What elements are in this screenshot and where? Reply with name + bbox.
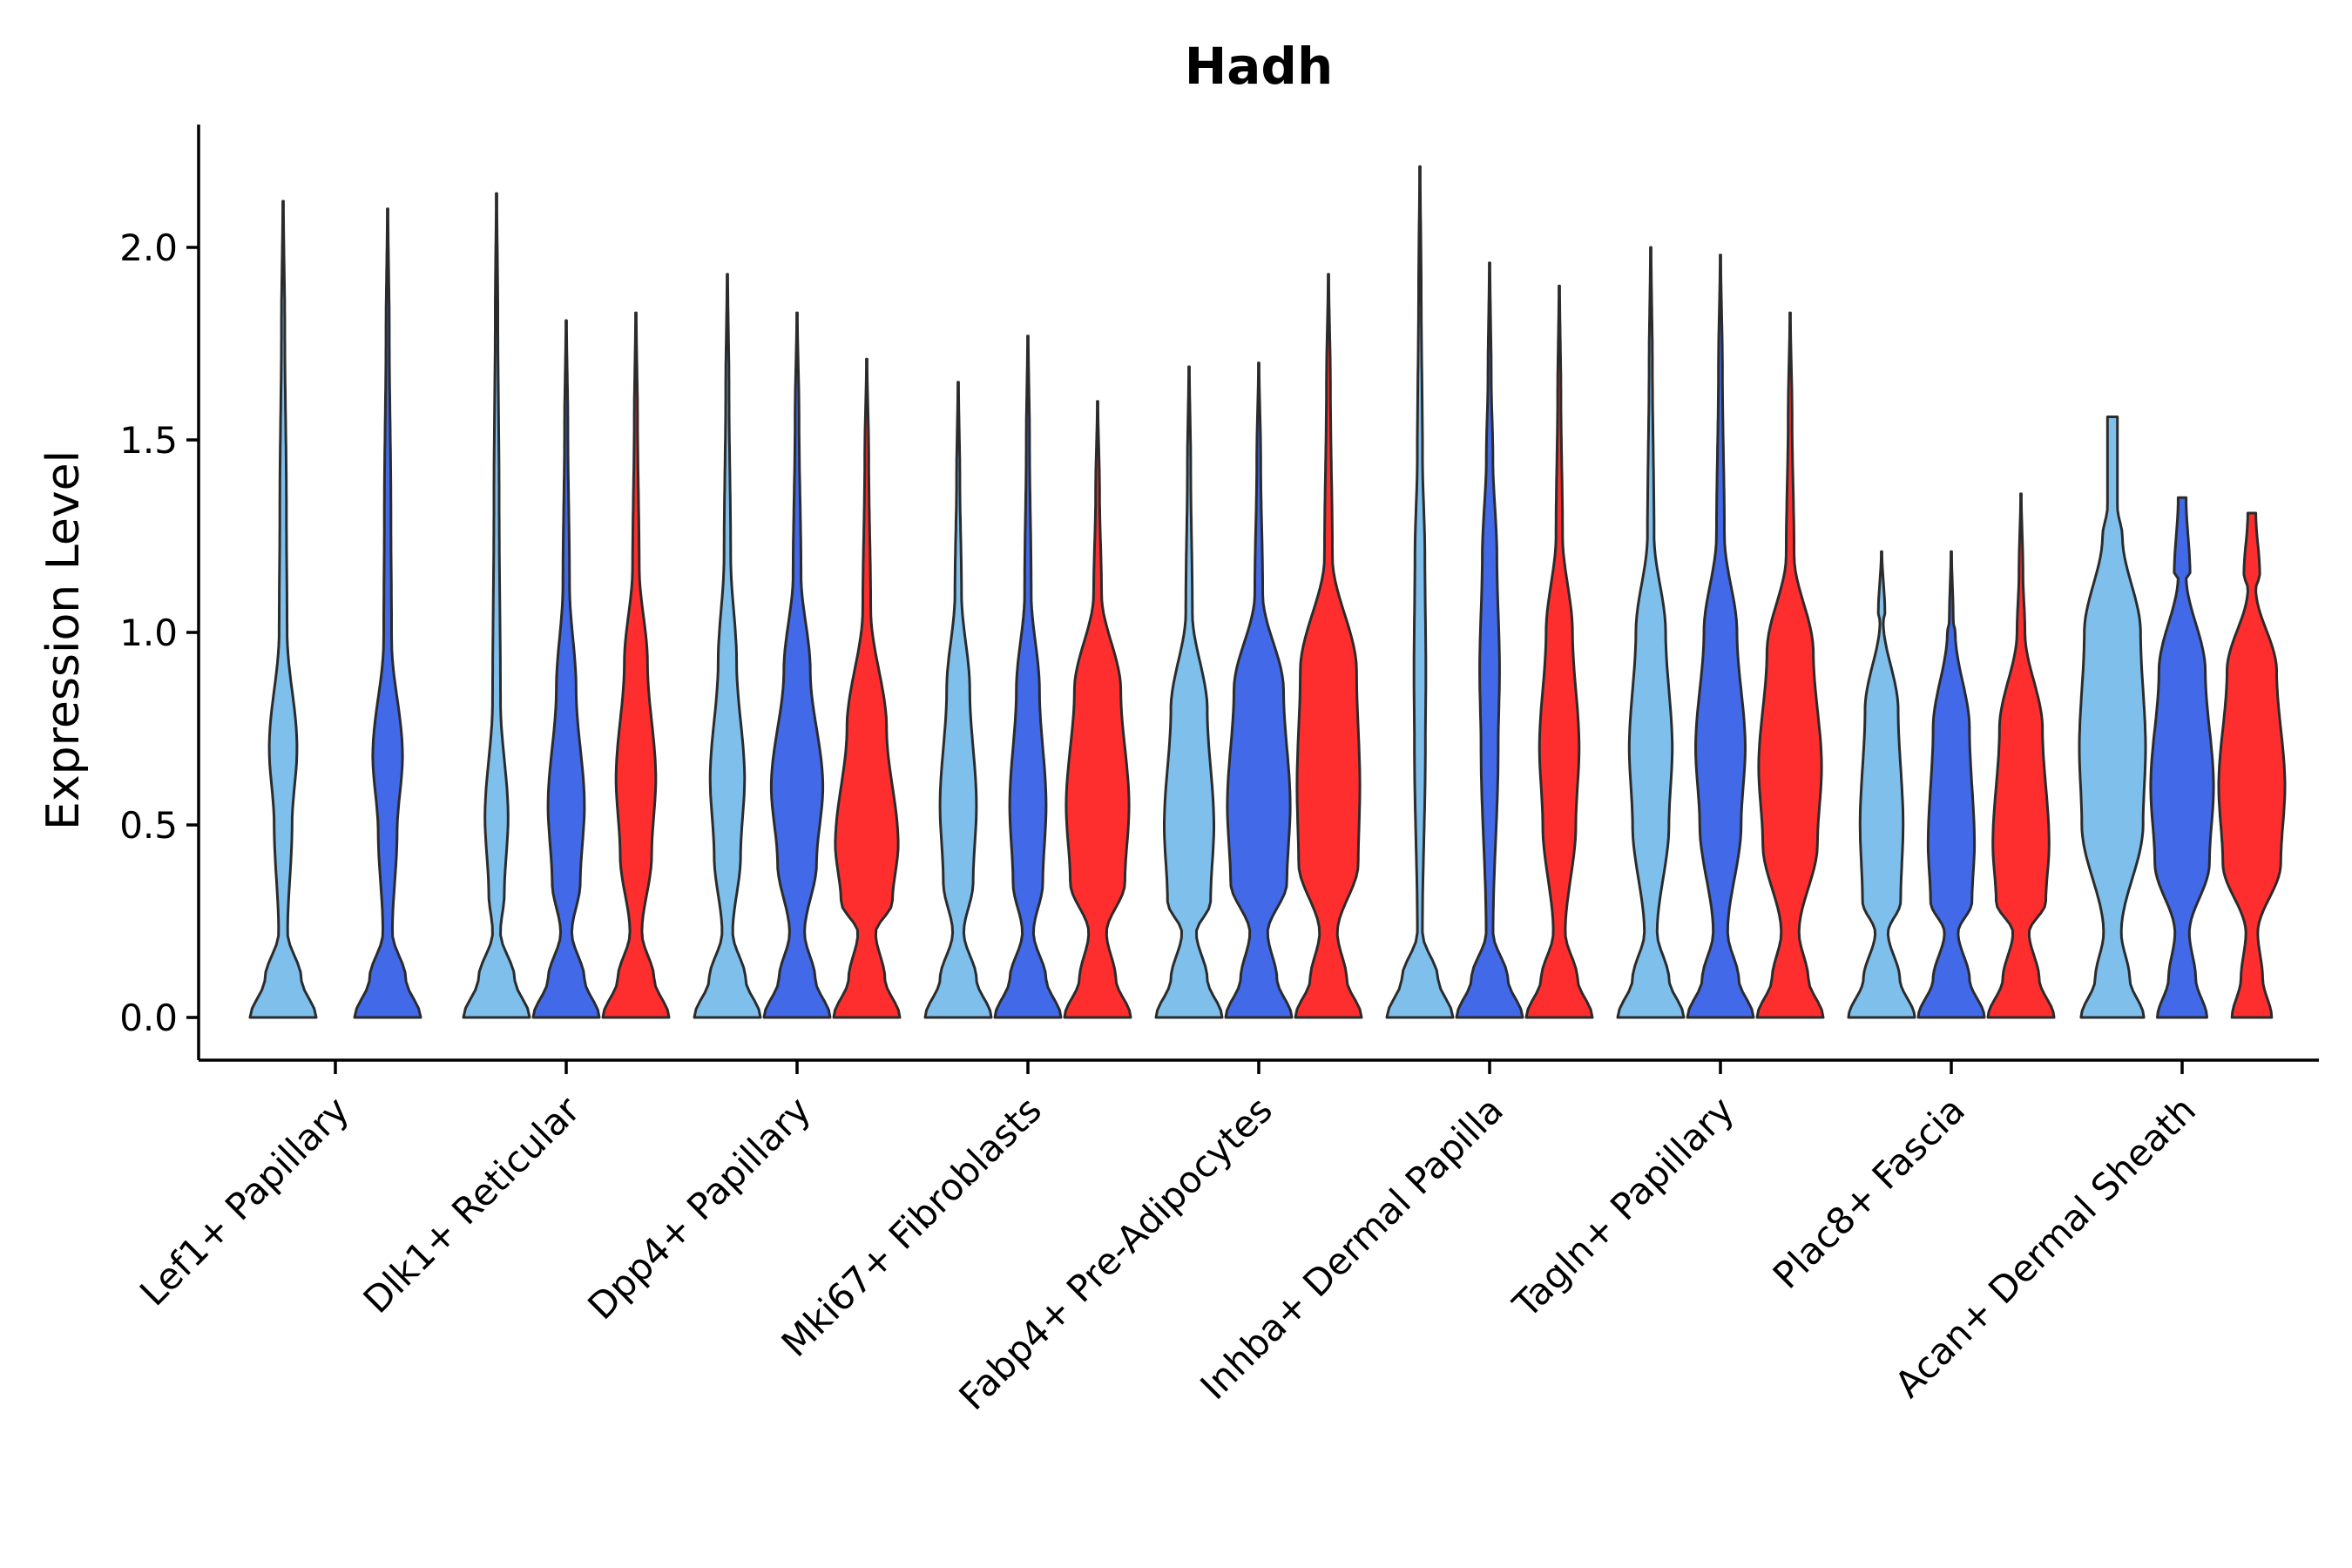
violin-acan-dermal-sheath-2 xyxy=(2149,496,2215,1019)
violin-mki67-fibroblasts-2 xyxy=(993,335,1063,1019)
violin-tagln-papillary-2 xyxy=(1686,253,1755,1019)
violin-plac8-fascia-3 xyxy=(1986,492,2056,1019)
y-tick-label: 1.5 xyxy=(119,419,178,462)
violin-acan-dermal-sheath-3 xyxy=(2217,511,2287,1019)
violin-mki67-fibroblasts-1 xyxy=(923,381,993,1019)
y-ticks: 0.0 0.5 1.0 1.5 2.0 xyxy=(119,226,199,1039)
violin-acan-dermal-sheath-1 xyxy=(2078,416,2147,1019)
violin-dlk1-reticular-2 xyxy=(531,319,601,1019)
violin-inhba-dermal-papilla-1 xyxy=(1385,165,1455,1019)
violin-fabp4-pre-adipocytes-3 xyxy=(1294,273,1363,1019)
x-tick-label: Dpp4+ Papillary xyxy=(579,1088,819,1328)
chart-title: Hadh xyxy=(1185,37,1334,96)
violin-lef1-papillary-1 xyxy=(248,199,318,1019)
y-tick-label: 0.0 xyxy=(119,997,178,1039)
violin-dlk1-reticular-1 xyxy=(462,192,531,1019)
violin-dpp4-papillary-1 xyxy=(693,273,762,1019)
violin-inhba-dermal-papilla-2 xyxy=(1455,261,1524,1019)
violin-mki67-fibroblasts-3 xyxy=(1063,400,1132,1019)
y-tick-label: 2.0 xyxy=(119,226,178,269)
y-tick-label: 0.5 xyxy=(119,804,178,847)
x-tick-label: Lef1+ Papillary xyxy=(132,1088,357,1314)
violin-fabp4-pre-adipocytes-1 xyxy=(1154,365,1224,1019)
violin-tagln-papillary-3 xyxy=(1755,311,1825,1019)
violin-lef1-papillary-2 xyxy=(353,207,422,1019)
x-tick-label: Plac8+ Fascia xyxy=(1765,1088,1973,1296)
violin-dlk1-reticular-3 xyxy=(601,311,671,1019)
violin-plac8-fascia-1 xyxy=(1847,550,1916,1019)
y-axis-label: Expression Level xyxy=(37,450,90,830)
violin-plac8-fascia-2 xyxy=(1916,550,1986,1019)
x-tick-label: Tagln+ Papillary xyxy=(1504,1088,1742,1326)
violin-tagln-papillary-1 xyxy=(1616,246,1686,1019)
x-tick-label: Dlk1+ Reticular xyxy=(355,1088,589,1321)
violin-dpp4-papillary-2 xyxy=(762,311,832,1019)
y-tick-label: 1.0 xyxy=(119,612,178,654)
violins-layer xyxy=(248,165,2287,1019)
violin-inhba-dermal-papilla-3 xyxy=(1524,284,1594,1019)
violin-fabp4-pre-adipocytes-2 xyxy=(1224,362,1294,1019)
violin-dpp4-papillary-3 xyxy=(832,357,902,1019)
x-tick-label: Mki67+ Fibroblasts xyxy=(774,1088,1050,1364)
